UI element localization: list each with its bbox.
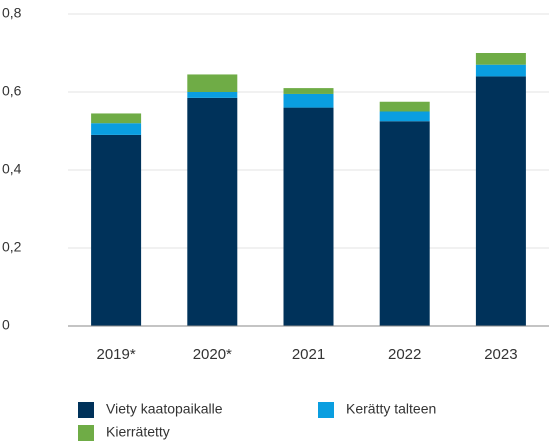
y-tick-label: 0,8: [2, 5, 22, 21]
y-tick-label: 0,4: [2, 161, 22, 177]
legend-label: Kierrätetty: [106, 424, 170, 440]
bar-segment: [91, 123, 142, 135]
bar-segment: [187, 97, 238, 326]
bar-segment: [379, 111, 430, 122]
x-tick-label: 2019*: [96, 346, 135, 363]
bar-segment: [187, 74, 238, 92]
bar-segment: [91, 113, 142, 124]
x-tick-label: 2023: [484, 346, 517, 363]
legend-label: Viety kaatopaikalle: [106, 401, 223, 417]
legend-swatch: [78, 402, 94, 418]
y-tick-label: 0,2: [2, 239, 22, 255]
x-tick-label: 2021: [292, 346, 325, 363]
bar-segment: [475, 53, 526, 65]
y-tick-label: 0,6: [2, 83, 22, 99]
bar-segment: [379, 101, 430, 112]
bar-segment: [475, 76, 526, 327]
bar-segment: [283, 107, 334, 326]
bar-segment: [379, 121, 430, 326]
legend-label: Kerätty talteen: [346, 401, 436, 417]
x-tick-label: 2020*: [193, 346, 232, 363]
legend-swatch: [78, 425, 94, 441]
y-tick-label: 0: [2, 317, 10, 333]
legend-swatch: [318, 402, 334, 418]
bar-segment: [475, 64, 526, 77]
bar-segment: [283, 93, 334, 108]
bar-segment: [187, 92, 238, 98]
bar-segment: [283, 88, 334, 94]
bar-segment: [91, 134, 142, 326]
x-tick-label: 2022: [388, 346, 421, 363]
